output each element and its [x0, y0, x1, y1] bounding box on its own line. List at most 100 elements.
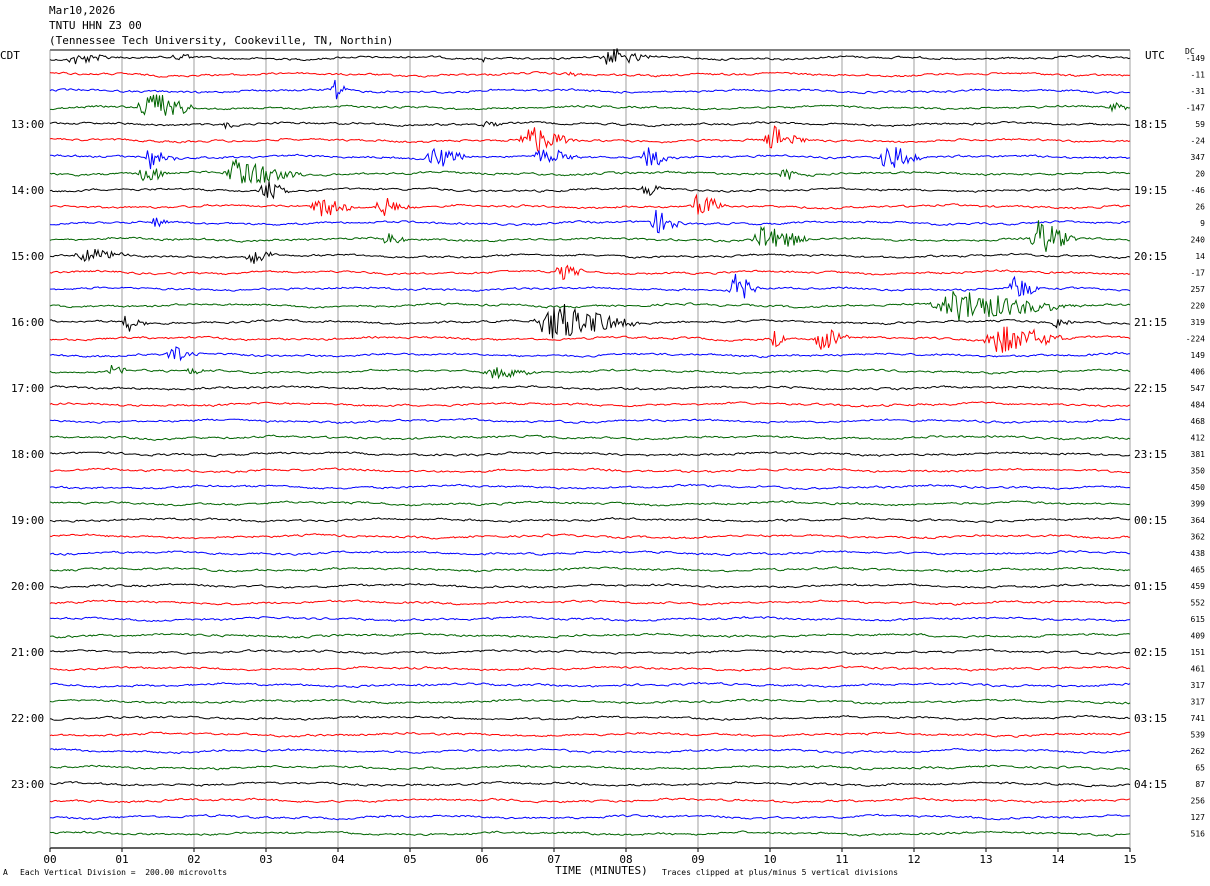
x-tick-label: 08: [619, 853, 632, 866]
dc-offset-label: -24: [1191, 137, 1206, 146]
dc-offset-label: 412: [1191, 434, 1206, 443]
x-tick-label: 06: [475, 853, 488, 866]
right-hour-label: 02:15: [1134, 646, 1167, 659]
trace-blue: [49, 209, 1131, 234]
left-hour-label: 17:00: [11, 382, 44, 395]
dc-offset-label: 552: [1191, 599, 1206, 608]
left-hour-label: 21:00: [11, 646, 44, 659]
trace-blue: [49, 79, 1131, 100]
x-tick-label: 03: [259, 853, 272, 866]
dc-offset-label: 484: [1191, 401, 1206, 410]
dc-offset-label: -149: [1186, 54, 1205, 63]
right-hour-label: 18:15: [1134, 118, 1167, 131]
trace-blue: [49, 747, 1131, 755]
x-tick-label: 07: [547, 853, 560, 866]
x-axis-label: TIME (MINUTES): [555, 864, 648, 877]
dc-offset-label: 59: [1195, 120, 1205, 129]
right-timezone: UTC: [1145, 49, 1165, 62]
x-tick-label: 13: [979, 853, 992, 866]
trace-black: [49, 582, 1131, 589]
dc-offset-label: 362: [1191, 533, 1206, 542]
dc-offset-label: 741: [1191, 714, 1206, 723]
dc-offset-label: 127: [1191, 813, 1206, 822]
trace-green: [50, 94, 1131, 116]
dc-offset-label: 615: [1191, 615, 1206, 624]
corner-mark: A: [3, 868, 8, 877]
trace-red: [49, 467, 1131, 474]
left-hour-label: 18:00: [11, 448, 44, 461]
left-timezone: CDT: [0, 49, 20, 62]
trace-green: [49, 291, 1131, 321]
trace-black: [49, 385, 1131, 391]
dc-offset-label: 450: [1191, 483, 1206, 492]
trace-blue: [49, 483, 1131, 491]
dc-offset-label: -11: [1191, 71, 1206, 80]
trace-black: [49, 516, 1131, 523]
dc-offset-label: 319: [1191, 318, 1206, 327]
clip-note: Traces clipped at plus/minus 5 vertical …: [662, 868, 899, 877]
x-tick-label: 09: [691, 853, 704, 866]
x-tick-label: 15: [1123, 853, 1136, 866]
dc-offset-label: 547: [1191, 384, 1206, 393]
dc-offset-label: 220: [1191, 302, 1206, 311]
trace-red: [49, 401, 1131, 408]
dc-offset-label: 257: [1191, 285, 1206, 294]
trace-red: [49, 326, 1131, 353]
trace-red: [49, 71, 1131, 78]
trace-green: [49, 764, 1130, 771]
x-tick-label: 05: [403, 853, 416, 866]
trace-blue: [49, 615, 1131, 623]
dc-offset-label: 539: [1191, 731, 1206, 740]
trace-blue: [50, 273, 1131, 299]
trace-black: [49, 648, 1131, 656]
dc-offset-label: 149: [1191, 351, 1206, 360]
x-tick-label: 10: [763, 853, 776, 866]
trace-black: [49, 780, 1131, 788]
left-hour-label: 23:00: [11, 778, 44, 791]
station-location: (Tennessee Tech University, Cookeville, …: [49, 34, 394, 47]
trace-red: [49, 193, 1131, 217]
dc-offset-label: 461: [1191, 665, 1206, 674]
right-hour-label: 23:15: [1134, 448, 1167, 461]
right-hour-label: 20:15: [1134, 250, 1167, 263]
trace-blue: [49, 147, 1131, 170]
dc-offset-label: 516: [1191, 830, 1206, 839]
trace-black: [49, 303, 1131, 339]
dc-offset-label: 409: [1191, 632, 1206, 641]
trace-green: [49, 220, 1130, 252]
left-hour-label: 19:00: [11, 514, 44, 527]
trace-red: [49, 599, 1131, 606]
dc-offset-label: 317: [1191, 681, 1206, 690]
right-hour-label: 21:15: [1134, 316, 1167, 329]
dc-offset-label: 465: [1191, 566, 1206, 575]
trace-blue: [49, 550, 1130, 557]
right-hour-label: 00:15: [1134, 514, 1167, 527]
trace-red: [49, 797, 1131, 804]
trace-black: [49, 120, 1130, 130]
dc-offset-label: 459: [1191, 582, 1206, 591]
trace-red: [49, 125, 1131, 154]
trace-blue: [49, 346, 1131, 362]
left-hour-label: 14:00: [11, 184, 44, 197]
dc-offset-label: 381: [1191, 450, 1206, 459]
dc-offset-label: 256: [1191, 797, 1206, 806]
right-hour-label: 19:15: [1134, 184, 1167, 197]
x-tick-label: 01: [115, 853, 128, 866]
trace-green: [49, 500, 1131, 507]
dc-offset-label: -31: [1191, 87, 1206, 96]
dc-offset-label: 399: [1191, 500, 1206, 509]
trace-black: [49, 451, 1131, 458]
trace-red: [49, 731, 1131, 738]
left-hour-label: 16:00: [11, 316, 44, 329]
dc-offset-label: 9: [1200, 219, 1205, 228]
trace-green: [49, 632, 1131, 639]
dc-offset-label: 406: [1191, 368, 1206, 377]
dc-offset-label: 347: [1191, 153, 1206, 162]
dc-offset-label: 87: [1195, 780, 1205, 789]
trace-green: [49, 364, 1131, 380]
trace-black: [49, 181, 1131, 200]
trace-green: [49, 830, 1131, 837]
dc-offset-label: -147: [1186, 104, 1205, 113]
station-code: TNTU HHN Z3 00: [49, 19, 142, 32]
trace-green: [49, 698, 1131, 705]
